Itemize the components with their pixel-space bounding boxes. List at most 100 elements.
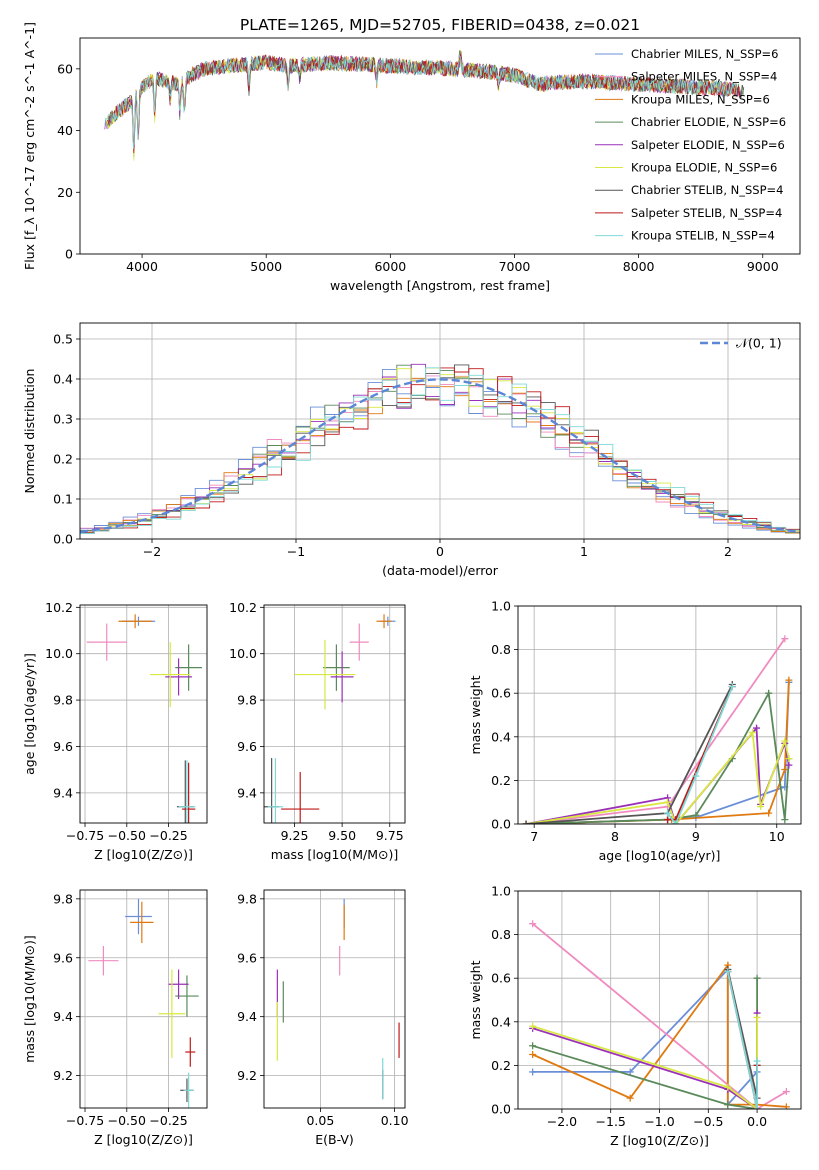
errorbar-point [181,762,196,823]
weight-point-marker [529,1068,537,1076]
legend-label: Chabrier STELIB, N_SSP=4 [631,183,783,197]
y-tick-label: 9.8 [53,693,73,708]
weight-series [522,728,793,824]
plot-area-weight_vs_age [522,635,793,824]
x-tick-label: 10 [769,829,785,844]
x-tick-label: 1 [580,544,588,559]
plot-area-age_vs_Z [86,614,202,823]
y-tick-label: 0.4 [491,729,511,744]
x-tick-label: −0.25 [149,1113,187,1128]
weight-point-marker [753,724,761,732]
legend-label: Chabrier MILES, N_SSP=6 [631,47,778,61]
weight-series [724,965,761,1102]
axes-frame [517,605,802,825]
y-tick-label: 0.6 [491,686,511,701]
axes-frame [263,604,406,824]
weight-point-marker [728,683,736,691]
x-tick-label: −1.5 [596,1114,626,1129]
errorbar-point [323,644,350,691]
axes-frame [79,322,801,540]
weight-point-marker [529,1022,537,1030]
errorbar-point [183,1072,194,1108]
x-axis-label: mass [log10(M/M⊙)] [271,847,399,862]
x-tick-label: 8000 [623,259,655,274]
y-tick-label: 1.0 [491,884,511,899]
plot-area-weight_vs_Z [529,920,790,1109]
x-tick-label: 7000 [499,259,531,274]
weight-series-line [532,923,787,1109]
normal-reference-curve [80,378,800,534]
weight-series-line [526,680,790,824]
plot-area-age_vs_mass [264,614,396,823]
weight-point-marker [781,635,789,643]
y-tick-label: 9.4 [237,785,257,800]
y-tick-label: 0 [65,247,73,262]
spectrum-legend: Chabrier MILES, N_SSP=6 Salpeter MILES, N… [595,47,786,243]
x-tick-label: 9.25 [281,828,309,843]
legend-label: Chabrier ELODIE, N_SSP=6 [631,115,786,129]
errorbar-point [178,760,196,823]
x-tick-label: −0.50 [108,828,146,843]
y-tick-label: 0.6 [491,971,511,986]
y-tick-label: 9.2 [237,1068,257,1083]
y-tick-label: 9.4 [53,1009,73,1024]
weight-series-line [525,638,786,824]
y-tick-label: 9.8 [237,891,257,906]
weight-series-line [525,730,790,824]
y-axis-label: mass [log10(M/M⊙)] [22,935,37,1063]
legend-label: Kroupa ELODIE, N_SSP=6 [631,161,777,175]
y-tick-label: 0.2 [53,452,73,467]
legend-label: Salpeter ELODIE, N_SSP=6 [631,138,785,152]
chart-mass_vs_EBV: 0.05 0.10 9.2 9.4 9.6 9.8 E(B-V) [237,889,409,1147]
y-tick-label: 1.0 [491,599,511,614]
y-axis-label: Flux [f_λ 10^-17 erg cm^-2 s^-1 A^-1] [22,22,37,270]
x-tick-label: −2 [143,544,161,559]
legend-label: Kroupa MILES, N_SSP=6 [631,92,770,106]
errorbar-point [376,614,392,629]
y-tick-label: 9.6 [53,950,73,965]
x-axis-label: wavelength [Angstrom, rest frame] [330,278,550,293]
chart-weight_vs_Z: −2.0 −1.5 −1.0 −0.5 0.0 0.0 0.2 0.4 0.6 0.8 1.0 Z [… [468,884,802,1148]
y-tick-label: 9.6 [237,739,257,754]
chart-mass_vs_Z: −0.75 −0.50 −0.25 9.2 9.4 9.6 9.8 Z [log10(Z/Z⊙… [22,889,208,1147]
y-tick-label: 0.2 [491,1058,511,1073]
y-tick-label: 0.4 [491,1014,511,1029]
weight-point-marker [765,689,773,697]
spectrum-series-line [108,53,741,154]
errorbar-point [88,945,119,976]
weight-point-marker [782,1103,790,1109]
chart-age_vs_Z: −0.75 −0.50 −0.25 9.4 9.6 9.8 10.0 10.2 Z [log10… [22,600,208,862]
x-axis-label: age [log10(age/yr)] [599,848,721,863]
weight-point-marker [781,766,789,773]
legend-label: 𝒩(0, 1) [736,336,782,351]
y-tick-label: 0.8 [491,927,511,942]
errorbar-point [330,651,354,703]
weight-point-marker [724,1083,732,1091]
y-tick-label: 10.0 [45,646,73,661]
x-tick-label: −0.75 [66,1113,104,1128]
weight-point-marker [753,974,761,982]
weight-series [522,689,793,824]
y-tick-label: 40 [57,123,73,138]
chart-residuals: −2 −1 0 1 2 0.0 0.1 0.2 0.3 0.4 0.5 (data-model)/er… [22,322,801,578]
chart-age_vs_mass: 9.25 9.50 9.75 9.4 9.6 9.8 10.0 10.2 mass [log10… [229,600,406,862]
spectrum-series-line [104,54,737,150]
chart-weight_vs_age: 7 8 9 10 0.0 0.2 0.4 0.6 0.8 1.0 age [log10(age/yr… [468,599,802,863]
x-tick-label: 7 [530,829,538,844]
errorbar-point [125,898,152,935]
weight-series-line [526,684,734,824]
x-axis-label: E(B-V) [315,1132,354,1147]
weight-series-line [532,978,758,1109]
errorbar-point [175,644,202,691]
weight-point-marker [782,1088,790,1096]
y-axis-label: mass weight [468,675,483,754]
errorbar-point [185,1037,196,1067]
weight-point-marker [664,809,672,817]
errorbar-point [281,771,320,823]
y-tick-label: 0.0 [53,532,73,547]
x-tick-label: 0.10 [381,1113,409,1128]
errorbar-point [349,623,369,661]
errorbar-point [118,614,152,629]
weight-point-marker [664,798,672,806]
x-axis-label: Z [log10(Z/Z⊙)] [94,1132,193,1147]
